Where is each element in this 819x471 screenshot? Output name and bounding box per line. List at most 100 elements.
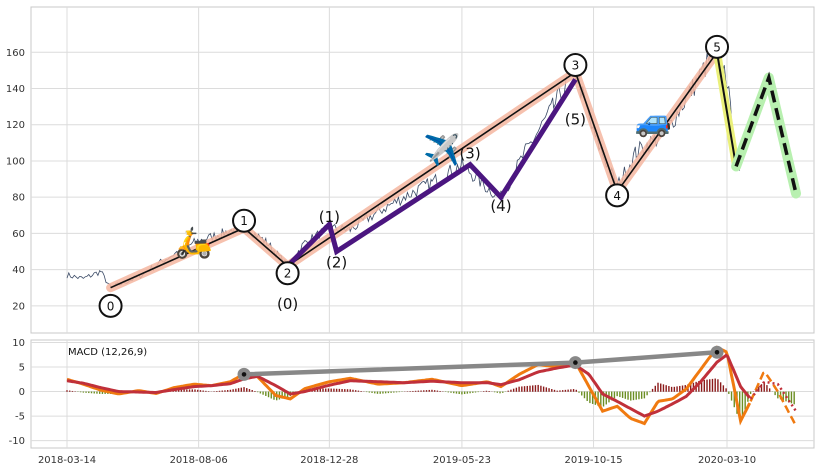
macd-hist-bar bbox=[180, 389, 183, 392]
macd-hist-bar bbox=[101, 391, 104, 394]
macd-hist-bar bbox=[69, 390, 71, 392]
macd-hist-bar bbox=[499, 391, 501, 394]
x-tick-label-0: 2018-03-14 bbox=[38, 455, 96, 466]
macd-hist-bar bbox=[627, 391, 629, 400]
macd-hist-bar bbox=[488, 391, 490, 392]
macd-hist-bar bbox=[346, 389, 349, 392]
macd-hist-bar bbox=[461, 391, 463, 395]
macd-hist-bar bbox=[322, 388, 324, 392]
macd-hist-bar bbox=[433, 390, 436, 392]
macd-hist-bar bbox=[474, 391, 477, 393]
macd-hist-bar bbox=[624, 391, 627, 399]
macd-hist-bar bbox=[681, 385, 684, 392]
macd-ytick-label-2: 0 bbox=[19, 387, 25, 398]
macd-hist-bar bbox=[507, 390, 509, 392]
macd-hist-bar bbox=[98, 391, 101, 394]
macd-hist-bar bbox=[226, 390, 229, 392]
macd-trend-point-dot-0 bbox=[241, 372, 247, 377]
wave-marker-circle-0 bbox=[98, 293, 123, 318]
macd-hist-bar bbox=[423, 390, 425, 392]
macd-hist-bar bbox=[502, 391, 504, 393]
macd-hist-bar bbox=[409, 391, 411, 392]
macd-hist-bar bbox=[191, 389, 193, 392]
macd-hist-bar bbox=[333, 388, 335, 392]
macd-hist-bar bbox=[706, 379, 708, 392]
macd-hist-bar bbox=[591, 391, 594, 404]
macd-hist-bar bbox=[711, 378, 714, 392]
macd-hist-bar bbox=[749, 391, 752, 394]
macd-hist-bar bbox=[284, 391, 286, 398]
wave-marker-circle-2 bbox=[275, 261, 300, 286]
macd-hist-bar bbox=[186, 389, 188, 392]
macd-hist-bar bbox=[700, 380, 703, 392]
macd-hist-bar bbox=[782, 391, 784, 401]
macd-hist-bar bbox=[259, 391, 262, 394]
macd-hist-bar bbox=[496, 391, 499, 393]
macd-hist-bar bbox=[463, 391, 466, 395]
macd-hist-bar bbox=[774, 391, 776, 396]
macd-hist-bar bbox=[229, 389, 232, 392]
macd-hist-bar bbox=[428, 389, 430, 392]
macd-hist-bar bbox=[232, 389, 234, 392]
macd-hist-bar bbox=[477, 391, 479, 393]
x-tick-label-1: 2018-08-06 bbox=[170, 455, 228, 466]
subwave-label-1: (1) bbox=[319, 208, 340, 226]
macd-hist-bar bbox=[202, 390, 204, 392]
macd-hist-bar bbox=[251, 390, 253, 392]
macd-hist-bar bbox=[567, 389, 569, 392]
macd-hist-bar bbox=[493, 391, 496, 393]
macd-hist-bar bbox=[485, 390, 488, 392]
macd-hist-bar bbox=[450, 391, 452, 393]
macd-hist-bar bbox=[709, 379, 711, 392]
macd-hist-bar bbox=[651, 388, 654, 392]
macd-hist-bar bbox=[744, 391, 746, 410]
macd-hist-bar bbox=[532, 385, 534, 392]
macd-hist-bar bbox=[646, 391, 648, 396]
macd-hist-bar bbox=[390, 391, 392, 393]
macd-hist-bar bbox=[357, 390, 360, 392]
macd-hist-bar bbox=[728, 391, 730, 394]
price-ytick-label-6: 140 bbox=[6, 84, 25, 95]
macd-hist-bar bbox=[521, 386, 523, 392]
macd-hist-bar bbox=[668, 386, 670, 392]
macd-hist-bar bbox=[431, 389, 433, 392]
macd-hist-bar bbox=[458, 391, 460, 394]
macd-hist-bar bbox=[265, 391, 267, 396]
macd-hist-bar bbox=[453, 391, 455, 394]
macd-hist-bar bbox=[725, 388, 727, 392]
macd-ytick-label-1: -5 bbox=[15, 412, 25, 423]
macd-hist-bar bbox=[689, 383, 692, 392]
macd-hist-bar bbox=[256, 391, 259, 393]
macd-hist-bar bbox=[722, 385, 725, 392]
macd-hist-bar bbox=[600, 391, 602, 407]
macd-hist-bar bbox=[665, 385, 667, 392]
macd-hist-bar bbox=[237, 388, 240, 392]
macd-hist-bar bbox=[793, 391, 795, 405]
price-ytick-label-3: 80 bbox=[12, 193, 25, 204]
macd-hist-bar bbox=[551, 389, 553, 392]
macd-hist-bar bbox=[733, 391, 735, 408]
macd-panel-frame bbox=[30, 339, 815, 449]
macd-hist-bar bbox=[469, 391, 471, 394]
macd-hist-bar bbox=[254, 391, 256, 392]
x-tick-label-5: 2020-03-10 bbox=[698, 455, 756, 466]
macd-hist-bar bbox=[515, 387, 518, 392]
macd-hist-bar bbox=[325, 388, 327, 392]
price-ytick-label-4: 100 bbox=[6, 156, 25, 167]
macd-hist-bar bbox=[556, 390, 558, 392]
macd-hist-bar bbox=[246, 388, 248, 392]
macd-hist-bar bbox=[248, 389, 251, 392]
macd-hist-bar bbox=[537, 384, 539, 392]
macd-hist-bar bbox=[578, 391, 580, 393]
macd-hist-bar bbox=[224, 390, 226, 392]
macd-hist-bar bbox=[319, 388, 321, 392]
macd-hist-bar bbox=[632, 391, 635, 401]
macd-hist-bar bbox=[412, 390, 414, 392]
macd-ytick-label-0: -10 bbox=[9, 436, 25, 447]
price-ytick-label-0: 20 bbox=[12, 301, 25, 312]
macd-trend-point-dot-2 bbox=[714, 349, 720, 355]
macd-hist-bar bbox=[619, 391, 621, 398]
price-ytick-label-5: 120 bbox=[6, 120, 25, 131]
